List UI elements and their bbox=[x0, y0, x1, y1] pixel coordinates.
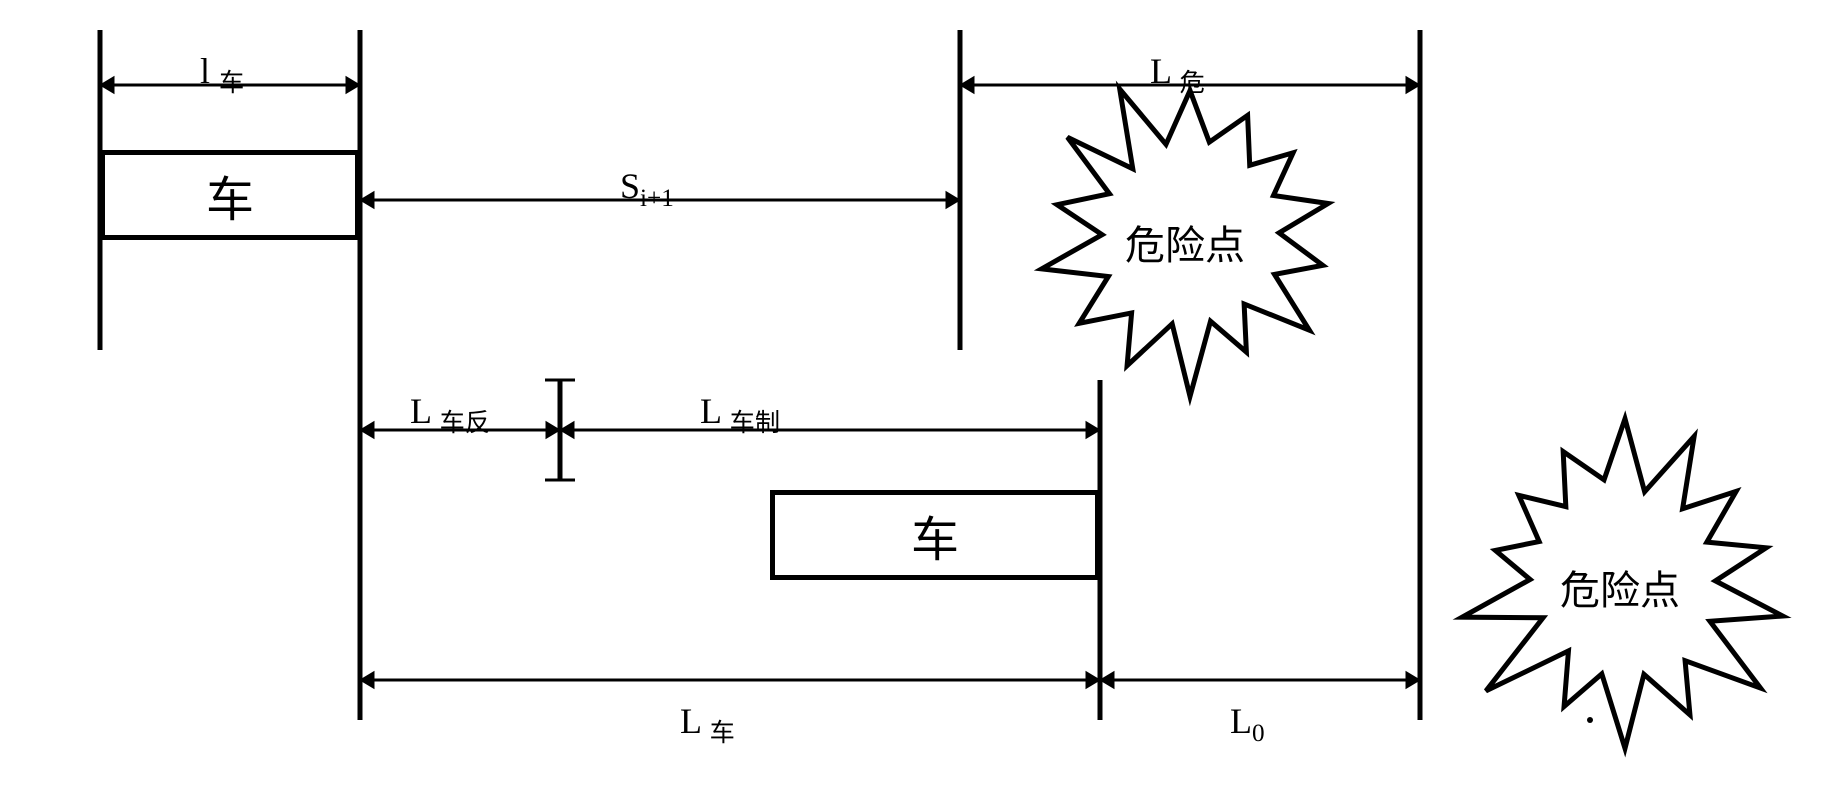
dimension-label: L 车反 bbox=[410, 390, 490, 439]
car-label: 车 bbox=[206, 160, 254, 230]
dimension-label: Si+1 bbox=[620, 165, 674, 213]
dimension-label: L0 bbox=[1230, 700, 1265, 748]
dimension-label: L 车制 bbox=[700, 390, 780, 439]
car-label: 车 bbox=[911, 500, 959, 570]
car-box: 车 bbox=[770, 490, 1100, 580]
dimension-label: L 车 bbox=[680, 700, 735, 749]
dimension-label: L 危 bbox=[1150, 50, 1205, 99]
dimension-label: l 车 bbox=[200, 50, 244, 99]
car-box: 车 bbox=[100, 150, 360, 240]
diagram-canvas: 车车l 车Si+1L 危L 车反L 车制L 车L0危险点危险点 bbox=[0, 0, 1832, 812]
danger-label: 危险点 bbox=[1125, 213, 1245, 271]
danger-label: 危险点 bbox=[1560, 558, 1680, 616]
